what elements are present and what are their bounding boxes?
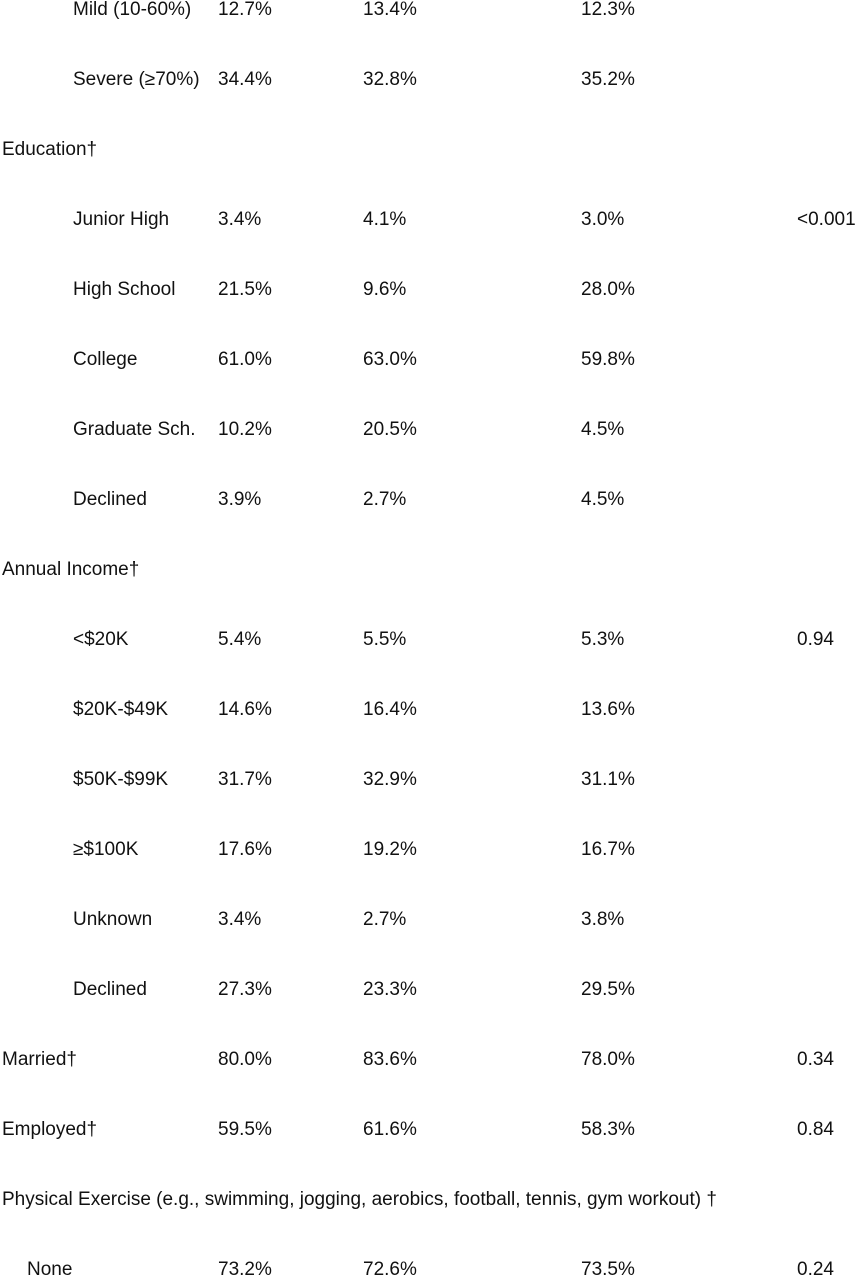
value-col-3: 29.5% xyxy=(581,979,635,1000)
row-label: High School xyxy=(73,279,176,300)
row-label: Junior High xyxy=(73,209,170,230)
value-col-3: 35.2% xyxy=(581,69,635,90)
row-label: College xyxy=(73,349,138,370)
value-col-1: 12.7% xyxy=(218,0,272,20)
value-col-1: 10.2% xyxy=(218,419,272,440)
value-col-1: 27.3% xyxy=(218,979,272,1000)
table-row: Graduate Sch. 10.2% 20.5% 4.5% xyxy=(0,417,859,443)
table-row: $20K-$49K 14.6% 16.4% 13.6% xyxy=(0,697,859,723)
value-col-1: 59.5% xyxy=(218,1119,272,1140)
value-col-1: 61.0% xyxy=(218,349,272,370)
value-col-2: 63.0% xyxy=(363,349,417,370)
value-col-3: 28.0% xyxy=(581,279,635,300)
section-heading-row: Education† xyxy=(0,137,859,163)
value-col-2: 83.6% xyxy=(363,1049,417,1070)
value-col-2: 19.2% xyxy=(363,839,417,860)
value-col-2: 4.1% xyxy=(363,209,407,230)
value-col-3: 73.5% xyxy=(581,1259,635,1280)
table-row: None 73.2% 72.6% 73.5% 0.24 xyxy=(0,1257,859,1283)
value-col-3: 31.1% xyxy=(581,769,635,790)
value-col-2: 23.3% xyxy=(363,979,417,1000)
value-col-2: 72.6% xyxy=(363,1259,417,1280)
value-col-1: 17.6% xyxy=(218,839,272,860)
value-col-3: 3.0% xyxy=(581,209,625,230)
section-heading: Annual Income† xyxy=(2,559,140,580)
row-label: Unknown xyxy=(73,909,153,930)
value-col-3: 4.5% xyxy=(581,419,625,440)
section-heading-row: Annual Income† xyxy=(0,557,859,583)
table-row: ≥$100K 17.6% 19.2% 16.7% xyxy=(0,837,859,863)
row-label: $20K-$49K xyxy=(73,699,169,720)
row-label: ≥$100K xyxy=(73,839,139,860)
table-row: $50K-$99K 31.7% 32.9% 31.1% xyxy=(0,767,859,793)
table-row: <$20K 5.4% 5.5% 5.3% 0.94 xyxy=(0,627,859,653)
value-col-1: 3.4% xyxy=(218,209,262,230)
value-col-3: 13.6% xyxy=(581,699,635,720)
value-col-1: 21.5% xyxy=(218,279,272,300)
value-col-2: 61.6% xyxy=(363,1119,417,1140)
value-col-2: 16.4% xyxy=(363,699,417,720)
row-label: Married† xyxy=(2,1049,77,1070)
value-col-1: 73.2% xyxy=(218,1259,272,1280)
row-label: <$20K xyxy=(73,629,129,650)
table-row: Junior High 3.4% 4.1% 3.0% <0.001 xyxy=(0,207,859,233)
value-col-1: 14.6% xyxy=(218,699,272,720)
value-col-1: 34.4% xyxy=(218,69,272,90)
row-label: None xyxy=(27,1259,73,1280)
value-col-3: 3.8% xyxy=(581,909,625,930)
value-col-3: 16.7% xyxy=(581,839,635,860)
value-col-3: 59.8% xyxy=(581,349,635,370)
table-row: Mild (10-60%) 12.7% 13.4% 12.3% xyxy=(0,0,859,23)
table-row: Unknown 3.4% 2.7% 3.8% xyxy=(0,907,859,933)
value-col-2: 13.4% xyxy=(363,0,417,20)
value-col-2: 2.7% xyxy=(363,489,407,510)
value-col-2: 20.5% xyxy=(363,419,417,440)
value-col-1: 3.4% xyxy=(218,909,262,930)
row-label: Declined xyxy=(73,489,147,510)
row-label: Severe (≥70%) xyxy=(73,69,200,90)
value-col-2: 32.9% xyxy=(363,769,417,790)
table-row: Severe (≥70%) 34.4% 32.8% 35.2% xyxy=(0,67,859,93)
table-row: Declined 27.3% 23.3% 29.5% xyxy=(0,977,859,1003)
p-value: 0.94 xyxy=(797,629,834,650)
table-row: Employed† 59.5% 61.6% 58.3% 0.84 xyxy=(0,1117,859,1143)
section-heading: Physical Exercise (e.g., swimming, joggi… xyxy=(2,1189,717,1210)
p-value: 0.84 xyxy=(797,1119,834,1140)
value-col-3: 4.5% xyxy=(581,489,625,510)
row-label: $50K-$99K xyxy=(73,769,169,790)
value-col-2: 9.6% xyxy=(363,279,407,300)
value-col-1: 31.7% xyxy=(218,769,272,790)
section-heading-row: Physical Exercise (e.g., swimming, joggi… xyxy=(0,1187,859,1213)
value-col-2: 32.8% xyxy=(363,69,417,90)
value-col-2: 2.7% xyxy=(363,909,407,930)
value-col-3: 12.3% xyxy=(581,0,635,20)
row-label: Employed† xyxy=(2,1119,98,1140)
section-heading: Education† xyxy=(2,139,98,160)
p-value: 0.24 xyxy=(797,1259,834,1280)
value-col-3: 78.0% xyxy=(581,1049,635,1070)
value-col-3: 58.3% xyxy=(581,1119,635,1140)
table-row: College 61.0% 63.0% 59.8% xyxy=(0,347,859,373)
row-label: Declined xyxy=(73,979,147,1000)
value-col-1: 80.0% xyxy=(218,1049,272,1070)
table-row: Married† 80.0% 83.6% 78.0% 0.34 xyxy=(0,1047,859,1073)
row-label: Graduate Sch. xyxy=(73,419,196,440)
value-col-2: 5.5% xyxy=(363,629,407,650)
table-row: Declined 3.9% 2.7% 4.5% xyxy=(0,487,859,513)
p-value: <0.001 xyxy=(797,209,856,230)
table-row: High School 21.5% 9.6% 28.0% xyxy=(0,277,859,303)
value-col-1: 3.9% xyxy=(218,489,262,510)
value-col-3: 5.3% xyxy=(581,629,625,650)
value-col-1: 5.4% xyxy=(218,629,262,650)
row-label: Mild (10-60%) xyxy=(73,0,192,20)
p-value: 0.34 xyxy=(797,1049,834,1070)
